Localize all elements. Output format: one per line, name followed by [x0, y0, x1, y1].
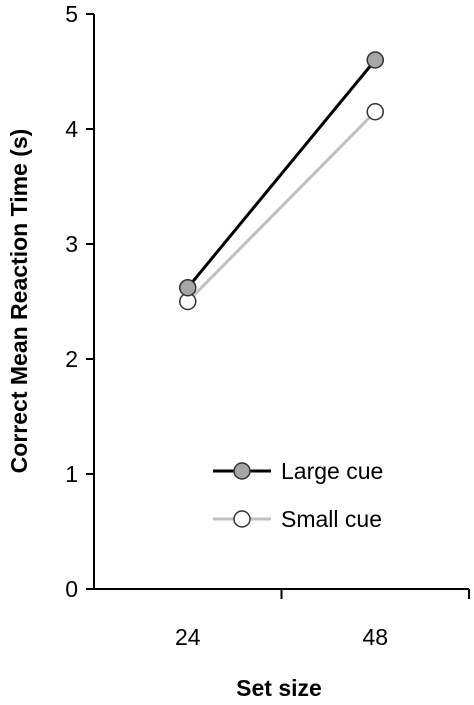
series-line-small-cue [186, 110, 377, 303]
y-tick-label: 5 [65, 1, 78, 27]
legend: Large cue Small cue [213, 458, 383, 532]
y-tick-label: 2 [65, 346, 78, 372]
legend-marker-small-cue [233, 510, 251, 528]
x-axis-title: Set size [236, 675, 322, 701]
y-tick-label: 3 [65, 231, 78, 257]
legend-label-small-cue: Small cue [281, 506, 382, 532]
series-line-large-cue [186, 59, 377, 289]
legend-marker-large-cue [233, 462, 251, 480]
y-tick-labels: 0 1 2 3 4 5 [65, 1, 78, 602]
data-point-large-cue [366, 51, 384, 69]
legend-label-large-cue: Large cue [281, 458, 383, 484]
series-layer [179, 51, 384, 311]
x-tick-label: 24 [175, 624, 201, 650]
x-tick-label: 48 [362, 624, 388, 650]
data-point-large-cue [179, 278, 197, 297]
y-tick-label: 1 [65, 461, 78, 487]
data-point-small-cue [366, 103, 384, 121]
y-axis-title: Correct Mean Reaction Time (s) [6, 129, 32, 474]
axes [86, 13, 470, 599]
x-tick-labels: 24 48 [175, 624, 388, 650]
y-tick-label: 0 [65, 576, 78, 602]
y-tick-label: 4 [65, 116, 78, 142]
